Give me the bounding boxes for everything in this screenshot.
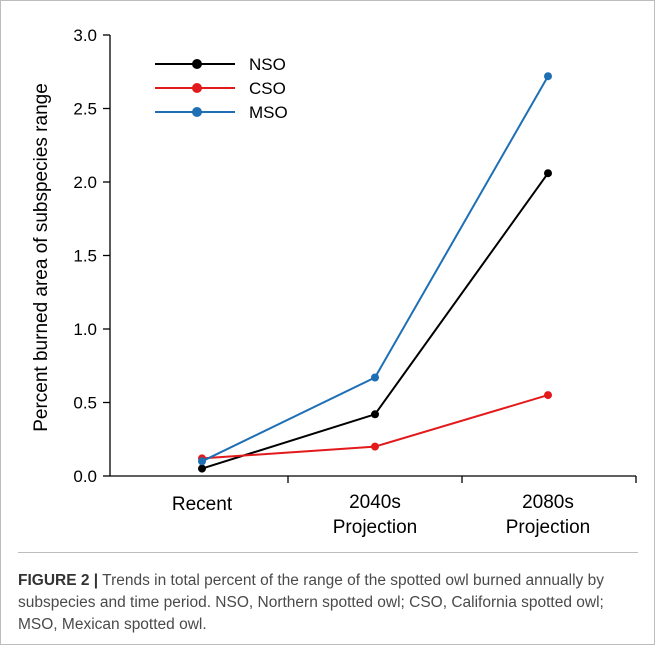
figure-caption: FIGURE 2 | Trends in total percent of th… xyxy=(18,570,638,636)
legend-label-nso: NSO xyxy=(249,55,286,74)
caption-text: Trends in total percent of the range of … xyxy=(18,572,604,633)
data-point-mso xyxy=(544,72,552,81)
x-tick-label: 2040s Projection xyxy=(333,492,418,538)
x-tick-label-line: Projection xyxy=(506,517,591,538)
y-tick-label: 0.0 xyxy=(73,467,97,486)
x-tick-label-line: Recent xyxy=(172,494,233,515)
caption-divider xyxy=(18,552,638,553)
data-point-cso xyxy=(544,391,552,400)
y-tick-label: 2.0 xyxy=(73,173,97,192)
legend-label-cso: CSO xyxy=(249,79,286,98)
y-tick-label: 1.0 xyxy=(73,320,97,339)
series-line-nso xyxy=(201,172,549,470)
x-tick-label-line: 2080s xyxy=(522,492,574,513)
x-tick-label: Recent xyxy=(172,494,233,515)
y-axis-title: Percent burned area of subspecies range xyxy=(31,83,52,432)
legend-marker-nso xyxy=(192,59,202,69)
legend-label-mso: MSO xyxy=(249,103,288,122)
line-chart: 0.0 0.5 1.0 1.5 2.0 2.5 3.0 Recent 2040s Projecti… xyxy=(31,26,637,538)
figure-label-separator: | xyxy=(93,572,99,589)
figure-label: FIGURE 2 xyxy=(18,572,90,589)
data-point-nso xyxy=(371,410,379,419)
legend-marker-cso xyxy=(192,83,202,93)
y-tick-label: 0.5 xyxy=(73,394,97,413)
y-tick-label: 1.5 xyxy=(73,247,97,266)
x-tick-label: 2080s Projection xyxy=(506,492,591,538)
x-tick-label-line: Projection xyxy=(333,517,418,538)
y-tick-label: 2.5 xyxy=(73,100,97,119)
legend-marker-mso xyxy=(192,107,202,117)
data-point-mso xyxy=(198,457,206,466)
x-tick-label-line: 2040s xyxy=(349,492,401,513)
data-point-mso xyxy=(371,373,379,382)
data-point-nso xyxy=(544,169,552,178)
data-point-cso xyxy=(371,442,379,451)
y-tick-label: 3.0 xyxy=(73,26,97,45)
series-line-mso xyxy=(201,75,549,463)
data-point-nso xyxy=(198,464,206,473)
